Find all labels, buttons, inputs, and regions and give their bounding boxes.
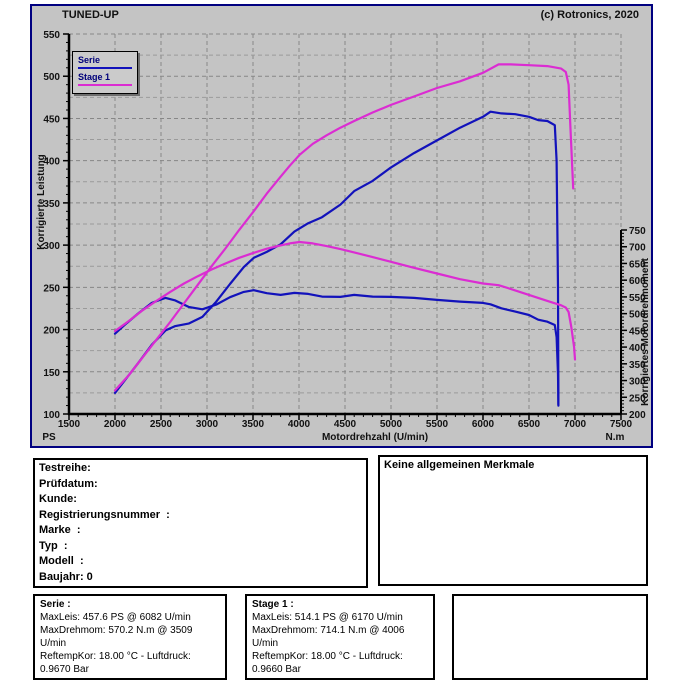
stage1-luftdruck-value: 0.9660 Bar — [252, 664, 301, 675]
svg-text:300: 300 — [629, 377, 646, 388]
svg-text:550: 550 — [629, 293, 646, 304]
info-line-typ: Typ : — [39, 539, 68, 552]
svg-text:150: 150 — [43, 368, 60, 379]
svg-text:200: 200 — [43, 326, 60, 337]
info-line-baujahr: Baujahr: 0 — [39, 570, 93, 583]
svg-text:350: 350 — [43, 199, 60, 210]
curve-stage-1-drehmoment-n-m- — [113, 240, 577, 361]
legend: Serie Stage 1 — [72, 51, 138, 94]
svg-text:250: 250 — [629, 393, 646, 404]
info-line-testreihe: Testreihe: — [39, 462, 91, 474]
svg-text:Motordrehzahl (U/min): Motordrehzahl (U/min) — [322, 432, 428, 443]
svg-text:250: 250 — [43, 283, 60, 294]
merkmale-box: Keine allgemeinen Merkmale — [378, 455, 648, 586]
chart-title: TUNED-UP — [62, 9, 119, 21]
svg-text:2000: 2000 — [104, 419, 127, 430]
svg-text:3500: 3500 — [242, 419, 265, 430]
grid — [69, 33, 622, 414]
svg-text:350: 350 — [629, 360, 646, 371]
svg-text:PS: PS — [42, 432, 56, 443]
svg-text:200: 200 — [629, 410, 646, 421]
stage1-maxleis: MaxLeis: 514.1 PS @ 6170 U/min — [252, 612, 403, 623]
svg-text:2500: 2500 — [150, 419, 173, 430]
svg-text:7000: 7000 — [564, 419, 587, 430]
svg-text:5500: 5500 — [426, 419, 449, 430]
serie-result-title: Serie : — [40, 599, 71, 610]
svg-text:5000: 5000 — [380, 419, 403, 430]
svg-text:Korrigiertes Motordrehmoment: Korrigiertes Motordrehmoment — [640, 257, 651, 405]
svg-text:4000: 4000 — [288, 419, 311, 430]
serie-maxdrehmom-unit: U/min — [40, 638, 67, 649]
svg-text:500: 500 — [629, 310, 646, 321]
svg-text:Korrigierte Leistung: Korrigierte Leistung — [36, 154, 47, 250]
stage1-result-title: Stage 1 : — [252, 599, 294, 610]
svg-text:6500: 6500 — [518, 419, 541, 430]
legend-label-serie: Serie — [78, 55, 101, 65]
svg-text:100: 100 — [43, 410, 60, 421]
info-line-registrierungsnummer: Registrierungsnummer : — [39, 508, 170, 521]
copyright-label: (c) Rotronics, 2020 — [540, 9, 639, 21]
merkmale-text: Keine allgemeinen Merkmale — [384, 459, 535, 471]
svg-text:400: 400 — [43, 157, 60, 168]
stage1-reftempkor: ReftempKor: 18.00 °C - Luftdruck: — [252, 651, 403, 662]
info-line-kunde: Kunde: — [39, 493, 77, 505]
vehicle-info-box: Testreihe: Prüfdatum: Kunde: Registrieru… — [33, 458, 368, 588]
svg-text:650: 650 — [629, 259, 646, 270]
svg-text:400: 400 — [629, 343, 646, 354]
svg-text:750: 750 — [629, 226, 646, 237]
empty-box — [452, 594, 648, 680]
serie-luftdruck-value: 0.9670 Bar — [40, 664, 89, 675]
serie-reftempkor: ReftempKor: 18.00 °C - Luftdruck: — [40, 651, 191, 662]
svg-text:300: 300 — [43, 241, 60, 252]
info-line-marke: Marke : — [39, 524, 81, 536]
legend-item-serie[interactable]: Serie — [78, 55, 132, 69]
serie-result-box: Serie : MaxLeis: 457.6 PS @ 6082 U/min M… — [33, 594, 227, 680]
tick-labels: 100 150 200 250 300 350 400 450 500 550 1500 2000 25… — [43, 30, 646, 430]
dyno-chart: 100 150 200 250 300 350 400 450 500 550 1500 2000 25… — [36, 30, 651, 443]
svg-text:600: 600 — [629, 276, 646, 287]
legend-color-bar-stage1 — [78, 84, 132, 86]
legend-item-stage1[interactable]: Stage 1 — [78, 72, 132, 86]
legend-color-bar-serie — [78, 67, 132, 69]
svg-text:3000: 3000 — [196, 419, 219, 430]
svg-text:500: 500 — [43, 72, 60, 83]
svg-text:700: 700 — [629, 243, 646, 254]
curve-serie-leistung-ps- — [113, 110, 560, 407]
legend-label-stage1: Stage 1 — [78, 72, 111, 82]
svg-text:450: 450 — [43, 114, 60, 125]
info-line-pruefdatum: Prüfdatum: — [39, 477, 98, 490]
chart-panel: 100 150 200 250 300 350 400 450 500 550 1500 2000 25… — [30, 4, 653, 448]
svg-text:7500: 7500 — [610, 419, 633, 430]
ticks — [63, 33, 627, 420]
stage1-result-box: Stage 1 : MaxLeis: 514.1 PS @ 6170 U/min… — [245, 594, 435, 680]
stage1-maxdrehmom: MaxDrehmom: 714.1 N.m @ 4006 — [252, 625, 405, 636]
svg-text:450: 450 — [629, 326, 646, 337]
svg-text:1500: 1500 — [58, 419, 81, 430]
serie-maxdrehmom: MaxDrehmom: 570.2 N.m @ 3509 — [40, 625, 193, 636]
curve-stage-1-leistung-ps- — [113, 63, 575, 392]
svg-text:550: 550 — [43, 30, 60, 41]
svg-text:4500: 4500 — [334, 419, 357, 430]
stage1-maxdrehmom-unit: U/min — [252, 638, 279, 649]
curves — [113, 63, 577, 407]
serie-maxleis: MaxLeis: 457.6 PS @ 6082 U/min — [40, 612, 191, 623]
svg-text:6000: 6000 — [472, 419, 495, 430]
axis-titles: PS N.m Motordrehzahl (U/min) Korrigierte Le… — [36, 154, 651, 443]
info-line-modell: Modell : — [39, 555, 84, 567]
svg-text:N.m: N.m — [606, 432, 625, 443]
